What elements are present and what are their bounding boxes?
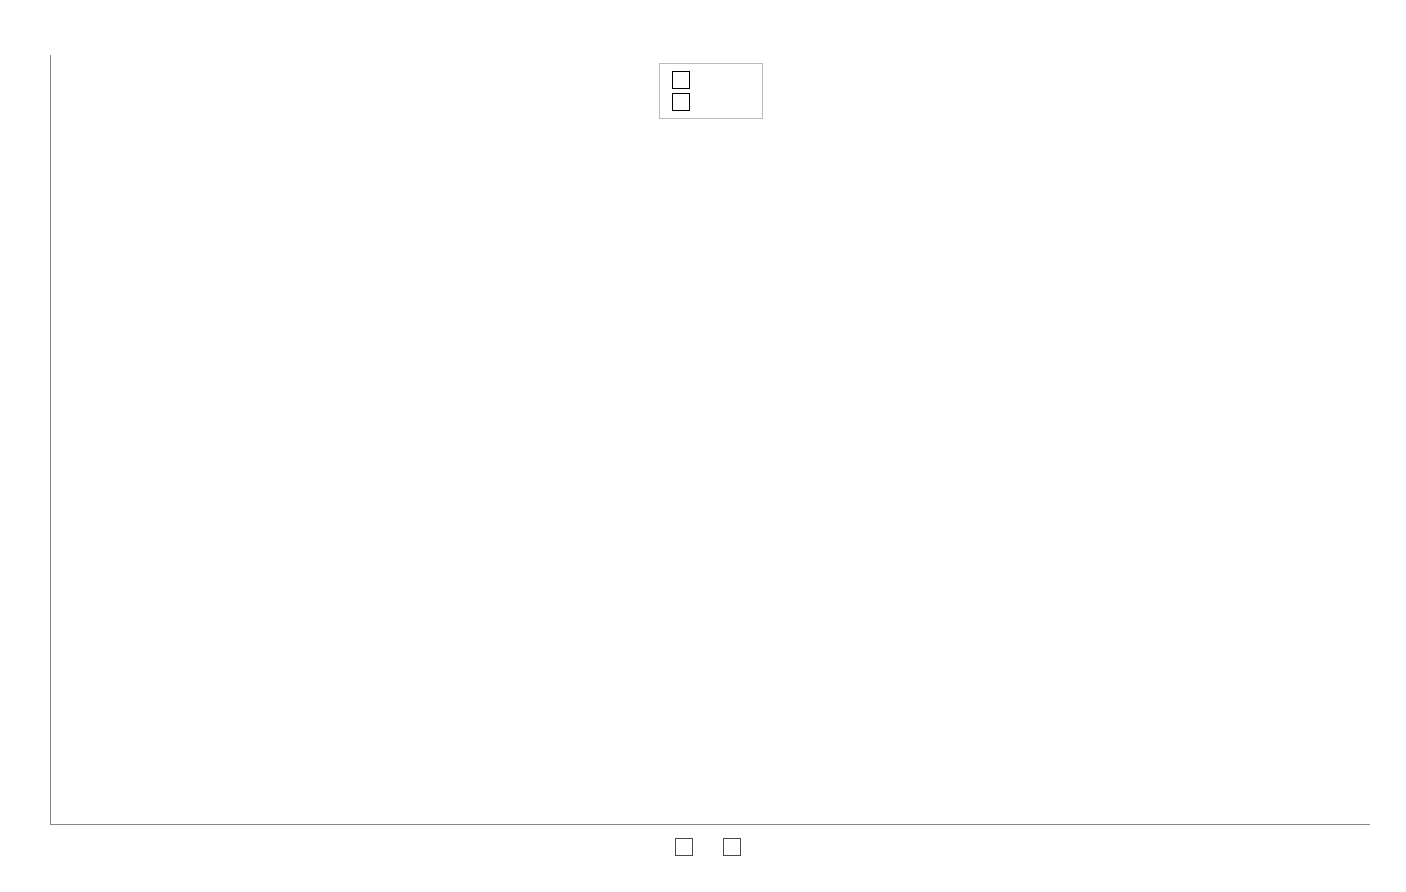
legend-swatch-cambodia — [675, 838, 693, 856]
trend-lines — [51, 55, 1370, 824]
legend-swatch-yaqui — [723, 838, 741, 856]
plot-area — [50, 55, 1370, 825]
legend-item-yaqui — [723, 838, 747, 856]
legend-stats-row — [672, 91, 750, 113]
legend-item-cambodia — [675, 838, 699, 856]
legend-swatch-yaqui — [672, 93, 690, 111]
legend-stats-row — [672, 69, 750, 91]
legend-stats-box — [659, 63, 763, 119]
chart-container — [0, 0, 1406, 892]
legend-swatch-cambodia — [672, 71, 690, 89]
legend-series — [675, 838, 747, 856]
